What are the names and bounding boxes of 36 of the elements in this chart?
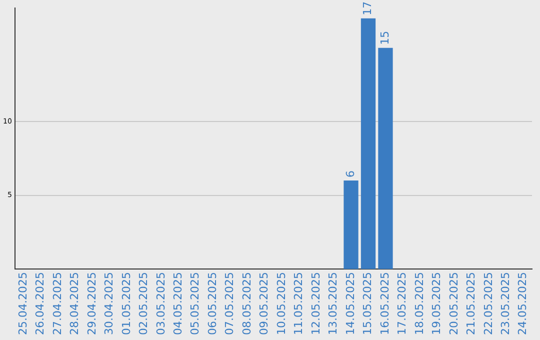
x-tick-label: 25.04.2025 <box>16 272 30 336</box>
bar <box>344 180 358 270</box>
data-label: 17 <box>361 1 374 16</box>
x-tick-label: 01.05.2025 <box>120 272 133 336</box>
x-tick-label: 06.05.2025 <box>206 272 219 336</box>
x-tick-label: 07.05.2025 <box>223 272 236 336</box>
x-tick-label: 04.05.2025 <box>172 272 185 336</box>
x-tick-label: 26.04.2025 <box>34 272 47 336</box>
x-tick-label: 02.05.2025 <box>137 272 150 336</box>
x-tick-label: 10.05.2025 <box>274 272 288 336</box>
data-label: 6 <box>344 170 357 178</box>
x-tick-label: 21.05.2025 <box>464 272 478 336</box>
x-tick-label: 24.05.2025 <box>516 272 530 336</box>
bar <box>360 18 376 270</box>
x-tick-label: 30.04.2025 <box>102 272 116 336</box>
x-tick-label: 18.05.2025 <box>412 272 426 336</box>
x-tick-label: 15.05.2025 <box>361 272 374 336</box>
x-tick-label: 16.05.2025 <box>378 272 392 336</box>
x-tick-label: 08.05.2025 <box>240 272 254 336</box>
x-tick-label: 29.04.2025 <box>85 272 98 336</box>
x-tick-label: 28.04.2025 <box>68 272 82 336</box>
x-tick-label: 23.05.2025 <box>499 272 512 336</box>
x-tick-label: 05.05.2025 <box>188 272 202 336</box>
x-tick-label: 19.05.2025 <box>430 272 444 336</box>
x-tick-label: 20.05.2025 <box>447 272 460 336</box>
x-tick-label: 13.05.2025 <box>326 272 340 336</box>
data-label: 15 <box>378 30 392 45</box>
x-tick-label: 22.05.2025 <box>482 272 495 336</box>
x-tick-label: 14.05.2025 <box>344 272 357 336</box>
x-tick-label: 17.05.2025 <box>396 272 409 336</box>
x-tick-label: 03.05.2025 <box>154 272 168 336</box>
x-tick-label: 11.05.2025 <box>292 272 306 336</box>
x-tick-label: 27.04.2025 <box>50 272 64 336</box>
x-tick-label: 12.05.2025 <box>309 272 322 336</box>
x-tick-label: 09.05.2025 <box>258 272 271 336</box>
bar <box>378 48 393 270</box>
